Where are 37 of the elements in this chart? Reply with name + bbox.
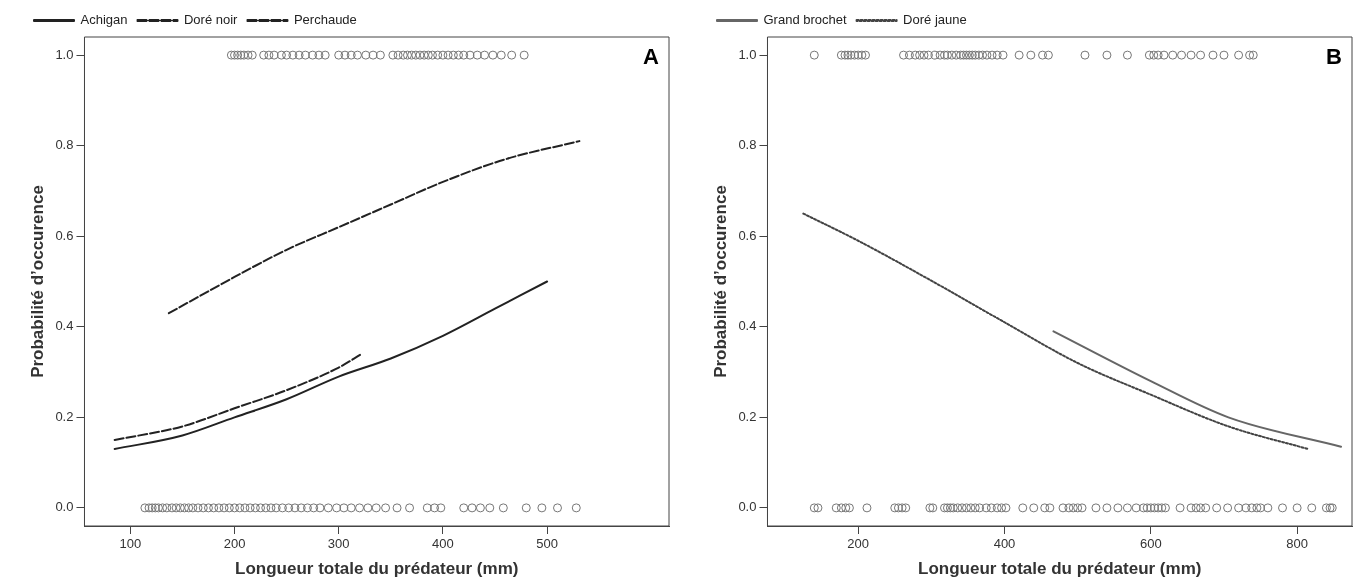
y-axis-title: Probabilité d’occurence	[27, 185, 47, 378]
x-tick-label: 400	[993, 536, 1016, 552]
y-tick-label: 1.0	[738, 46, 757, 62]
legend-label: Perchaude	[293, 12, 357, 28]
legend-label: Doré jaune	[903, 12, 967, 28]
x-tick-label: 800	[1286, 536, 1308, 552]
y-tick-label: 0.6	[738, 227, 757, 243]
legend-label: Doré noir	[183, 12, 239, 28]
legend-label: Achigan	[80, 12, 128, 28]
x-tick-label: 200	[847, 536, 870, 552]
y-tick-label: 0.6	[55, 227, 74, 243]
y-tick-label: 0.0	[55, 499, 74, 515]
line-series	[1052, 330, 1343, 448]
y-tick-label: 1.0	[55, 46, 74, 62]
line-series	[113, 280, 549, 451]
y-tick-label: 0.4	[738, 318, 757, 334]
y-tick-label: 0.0	[738, 499, 757, 515]
line-series	[167, 140, 581, 315]
annotation: B	[1326, 44, 1342, 70]
legend-label: Grand brochet	[763, 12, 847, 28]
y-axis-title: Probabilité d’occurence	[710, 185, 730, 378]
x-tick-label: 600	[1139, 536, 1162, 552]
x-tick-label: 300	[327, 536, 350, 552]
y-tick-label: 0.8	[738, 137, 757, 153]
line-series	[113, 352, 363, 441]
x-tick-label: 100	[119, 536, 142, 552]
y-tick-label: 0.8	[55, 137, 74, 153]
x-axis-title: Longueur totale du prédateur (mm)	[235, 559, 519, 579]
line-series	[802, 212, 1310, 451]
x-tick-label: 400	[432, 536, 454, 552]
annotation: A	[643, 44, 660, 70]
y-tick-label: 0.2	[738, 408, 757, 424]
y-tick-label: 0.2	[55, 408, 74, 424]
x-tick-label: 500	[536, 536, 558, 552]
x-axis-title: Longueur totale du prédateur (mm)	[918, 559, 1202, 579]
y-tick-label: 0.4	[55, 318, 74, 334]
x-tick-label: 200	[223, 536, 246, 552]
